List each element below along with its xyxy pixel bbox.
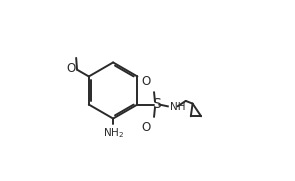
Text: S: S [152,97,161,111]
Text: O: O [141,75,150,88]
Text: NH: NH [170,102,186,112]
Text: O: O [66,62,76,75]
Text: O: O [141,121,150,134]
Text: NH$_2$: NH$_2$ [103,127,124,140]
